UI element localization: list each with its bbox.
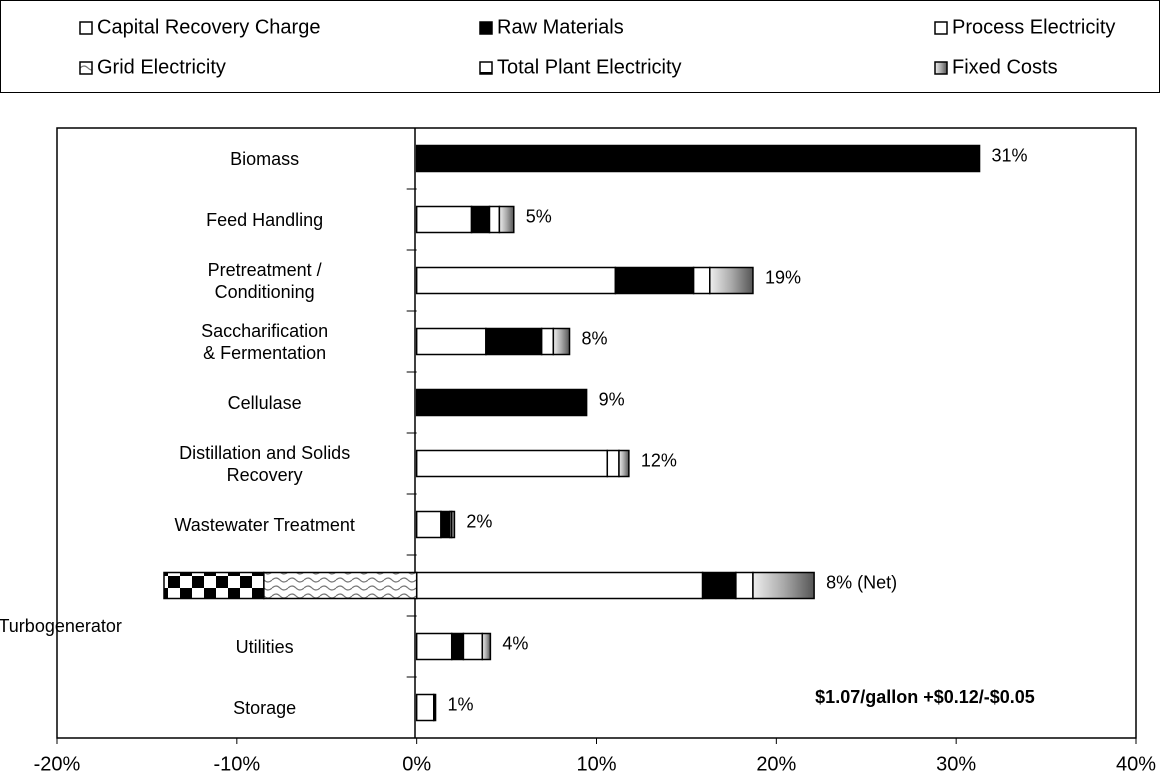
bar-segment: [735, 571, 754, 600]
bar-segment: [540, 327, 555, 356]
legend-label: Total Plant Electricity: [497, 56, 682, 78]
bar-segment: [709, 266, 754, 295]
y-tick-label: Pretreatment / Conditioning: [207, 259, 322, 302]
bar-segment: [415, 388, 588, 417]
total-label: 5%: [526, 206, 552, 226]
total-label: 9%: [599, 389, 625, 409]
legend-swatch: [79, 61, 93, 75]
legend-swatch: [79, 21, 93, 35]
x-tick-label: 10%: [576, 753, 616, 775]
bar-segment: [433, 693, 437, 722]
total-label: 8%: [582, 328, 608, 348]
annotation: $1.07/gallon +$0.12/-$0.05: [815, 687, 1035, 707]
bar-segment: [618, 449, 630, 478]
bar-segment: [415, 693, 435, 722]
y-tick-label: Biomass: [230, 148, 300, 169]
bar-segment: [462, 632, 484, 661]
bar-segment: [614, 266, 695, 295]
total-label: 31%: [992, 145, 1028, 165]
bar-segment: [450, 632, 465, 661]
x-tick-label: -20%: [34, 753, 81, 775]
legend-label: Grid Electricity: [97, 56, 226, 78]
bar-segment: [440, 510, 451, 539]
bar-segment: [692, 266, 711, 295]
x-tick-label: -10%: [213, 753, 260, 775]
bar-segment: [415, 571, 704, 600]
bar-segment: [488, 205, 501, 234]
bar-segment: [415, 205, 473, 234]
y-tick-label: Distillation and Solids Recovery: [179, 442, 351, 485]
bar-segment: [415, 510, 442, 539]
total-label: 2%: [466, 511, 492, 531]
bar-segment: [415, 449, 609, 478]
x-tick-label: 20%: [756, 753, 796, 775]
bar-segment: [163, 571, 265, 600]
bar-segment: [415, 327, 487, 356]
bar-segment: [470, 205, 491, 234]
total-label: 8% (Net): [826, 572, 897, 592]
total-label: 19%: [765, 267, 801, 287]
total-label: 12%: [641, 450, 677, 470]
y-tick-label: Cellulase: [227, 392, 302, 413]
bar-segment: [263, 571, 418, 600]
x-tick-label: 40%: [1116, 753, 1156, 775]
x-tick-label: 30%: [936, 753, 976, 775]
y-tick-label: Wastewater Treatment: [174, 514, 355, 535]
y-tick-label: Storage: [233, 697, 297, 718]
total-label: 4%: [502, 633, 528, 653]
bar-segment: [606, 449, 620, 478]
legend-swatch: [479, 21, 493, 35]
bar-segment: [498, 205, 515, 234]
y-tick-label: Utilities: [235, 636, 294, 657]
legend-swatch: [479, 61, 493, 75]
y-tick-label: Saccharification & Fermentation: [201, 320, 329, 363]
legend-label: Capital Recovery Charge: [97, 16, 320, 38]
legend-swatch: [934, 21, 948, 35]
bar-segment: [481, 632, 492, 661]
bar-segment: [415, 266, 617, 295]
bar-segment: [701, 571, 737, 600]
legend-label: Fixed Costs: [952, 56, 1058, 78]
legend-box: [0, 0, 1160, 93]
y-tick-label: Boiler/Turbogenerator: [0, 615, 122, 636]
legend-label: Process Electricity: [952, 16, 1115, 38]
legend-label: Raw Materials: [497, 16, 624, 38]
legend-swatch: [934, 61, 948, 75]
bar-segment: [450, 510, 456, 539]
total-label: 1%: [448, 694, 474, 714]
bar-segment: [415, 632, 453, 661]
y-tick-label: Feed Handling: [206, 209, 324, 230]
bar-segment: [552, 327, 571, 356]
bar-segment: [485, 327, 543, 356]
x-tick-label: 0%: [402, 753, 431, 775]
bar-segment: [752, 571, 815, 600]
bar-segment: [415, 144, 981, 173]
